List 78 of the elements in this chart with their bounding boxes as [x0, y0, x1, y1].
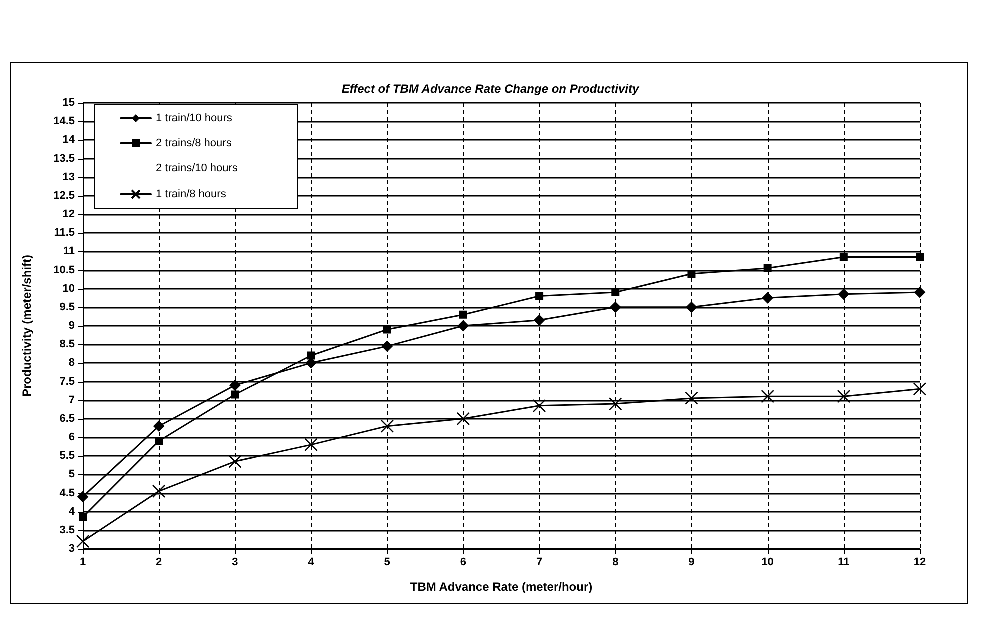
point	[304, 438, 318, 452]
point	[380, 420, 394, 433]
point	[459, 310, 468, 319]
point	[458, 320, 469, 332]
x-tick-label: 10	[762, 556, 774, 568]
point	[155, 437, 164, 446]
legend-label: 1 train/8 hours	[156, 188, 227, 200]
y-tick-label: 8.5	[60, 338, 75, 351]
point	[762, 292, 774, 304]
point	[686, 302, 698, 313]
x-tick-label: 3	[232, 556, 238, 568]
y-tick-label: 4	[68, 506, 76, 518]
y-tick-label: 7	[68, 394, 75, 406]
y-tick-label: 12	[62, 208, 75, 220]
x-tick-label: 12	[914, 556, 926, 568]
x-axis-title: TBM Advance Rate (meter/hour)	[410, 580, 593, 594]
point	[916, 253, 924, 262]
y-tick-label: 13.5	[54, 152, 75, 165]
point	[228, 455, 242, 468]
y-tick-label: 10.5	[54, 264, 75, 276]
y-tick-label: 13	[62, 171, 75, 184]
point	[688, 270, 696, 278]
x-tick-label: 6	[460, 556, 467, 568]
y-tick-label: 9	[68, 320, 75, 332]
point	[154, 420, 165, 432]
y-tick-label: 11.5	[54, 227, 75, 240]
point	[764, 264, 772, 272]
legend-label: 2 trains/8 hours	[156, 138, 232, 150]
point	[612, 288, 620, 297]
point	[456, 412, 470, 426]
point	[76, 534, 90, 548]
point	[383, 326, 392, 334]
x-tick-label: 5	[384, 556, 390, 568]
text: 2 trains/10 hours	[156, 162, 238, 174]
x-tick-label: 2	[156, 556, 162, 568]
point	[307, 352, 316, 360]
y-tick-label: 4.5	[60, 487, 75, 500]
y-tick-label: 3	[68, 543, 75, 555]
y-tick-label: 5	[68, 468, 75, 481]
point	[913, 382, 927, 396]
point	[230, 380, 241, 391]
y-tick-label: 12.5	[54, 190, 75, 202]
point	[152, 484, 166, 498]
y-tick-label: 11	[63, 246, 75, 258]
y-tick-label: 10	[62, 282, 75, 295]
point	[231, 390, 240, 399]
legend-label: 1 train/10 hours	[156, 112, 233, 124]
point	[685, 392, 698, 406]
point	[761, 390, 774, 404]
chart-title: Effect of TBM Advance Rate Change on Productivity	[342, 82, 641, 96]
point	[838, 288, 850, 300]
y-tick-label: 15	[62, 97, 75, 109]
point	[78, 491, 88, 502]
point	[610, 302, 622, 313]
y-tick-label: 14	[62, 134, 76, 146]
y-tick-label: 8	[68, 357, 75, 370]
point	[840, 253, 848, 262]
y-tick-label: 7.5	[60, 376, 75, 388]
y-tick-label: 3.5	[60, 524, 75, 536]
y-tick-label: 6.5	[60, 412, 75, 425]
point	[837, 390, 851, 404]
x-tick-label: 7	[536, 556, 543, 568]
y-axis-title: Productivity (meter/shift)	[20, 254, 34, 398]
point	[534, 314, 546, 326]
point	[608, 397, 622, 411]
x-tick-label: 4	[308, 556, 316, 568]
point	[536, 292, 544, 300]
x-tick-label: 1	[80, 556, 86, 568]
y-tick-label: 5.5	[60, 450, 75, 462]
point	[532, 399, 546, 413]
y-tick-label: 6	[68, 432, 75, 444]
x-tick-label: 9	[688, 556, 695, 568]
x-tick-label: 11	[838, 556, 850, 568]
y-tick-label: 14.5	[54, 116, 75, 128]
x-tick-label: 8	[612, 556, 619, 568]
point	[914, 287, 926, 298]
point	[382, 340, 393, 352]
y-tick-label: 9.5	[60, 301, 75, 314]
